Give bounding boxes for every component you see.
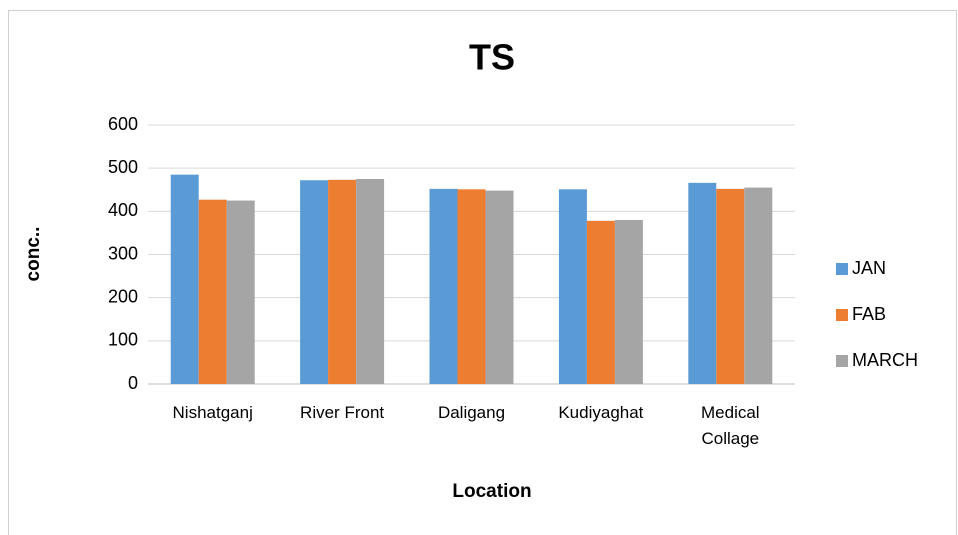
x-tick-label: Daligang bbox=[437, 403, 506, 422]
chart-frame bbox=[8, 10, 957, 535]
bar bbox=[688, 182, 717, 384]
x-axis-label: Location bbox=[452, 481, 531, 502]
legend-swatch bbox=[836, 263, 848, 275]
bar bbox=[198, 199, 227, 384]
bar bbox=[429, 188, 458, 384]
legend-swatch bbox=[836, 355, 848, 367]
legend-label: JAN bbox=[852, 258, 886, 278]
y-tick-label: 300 bbox=[108, 243, 138, 263]
bar bbox=[300, 180, 329, 384]
legend-label: MARCH bbox=[852, 350, 918, 370]
bar bbox=[457, 189, 486, 384]
bar bbox=[744, 187, 773, 384]
bar bbox=[226, 200, 255, 384]
chart-title: TS bbox=[469, 37, 515, 78]
y-tick-label: 200 bbox=[108, 286, 138, 306]
y-tick-label: 600 bbox=[108, 114, 138, 134]
y-axis-label: conc.. bbox=[23, 227, 44, 282]
bar bbox=[558, 189, 587, 384]
legend-label: FAB bbox=[852, 304, 886, 324]
bar bbox=[716, 188, 745, 384]
x-tick-label: Kudiyaghat bbox=[558, 403, 644, 422]
x-tick-label: Nishatganj bbox=[172, 403, 253, 422]
bar bbox=[485, 190, 514, 384]
bar bbox=[586, 220, 615, 384]
bar bbox=[614, 219, 643, 384]
y-tick-label: 100 bbox=[108, 330, 138, 350]
y-tick-label: 500 bbox=[108, 157, 138, 177]
bar bbox=[328, 179, 357, 384]
x-tick-label: Medical Collage bbox=[701, 403, 760, 448]
bar bbox=[356, 178, 385, 384]
y-tick-label: 400 bbox=[108, 200, 138, 220]
x-tick-label: River Front bbox=[300, 403, 385, 422]
legend-swatch bbox=[836, 309, 848, 321]
bar bbox=[170, 174, 199, 384]
y-tick-label: 0 bbox=[128, 373, 138, 393]
